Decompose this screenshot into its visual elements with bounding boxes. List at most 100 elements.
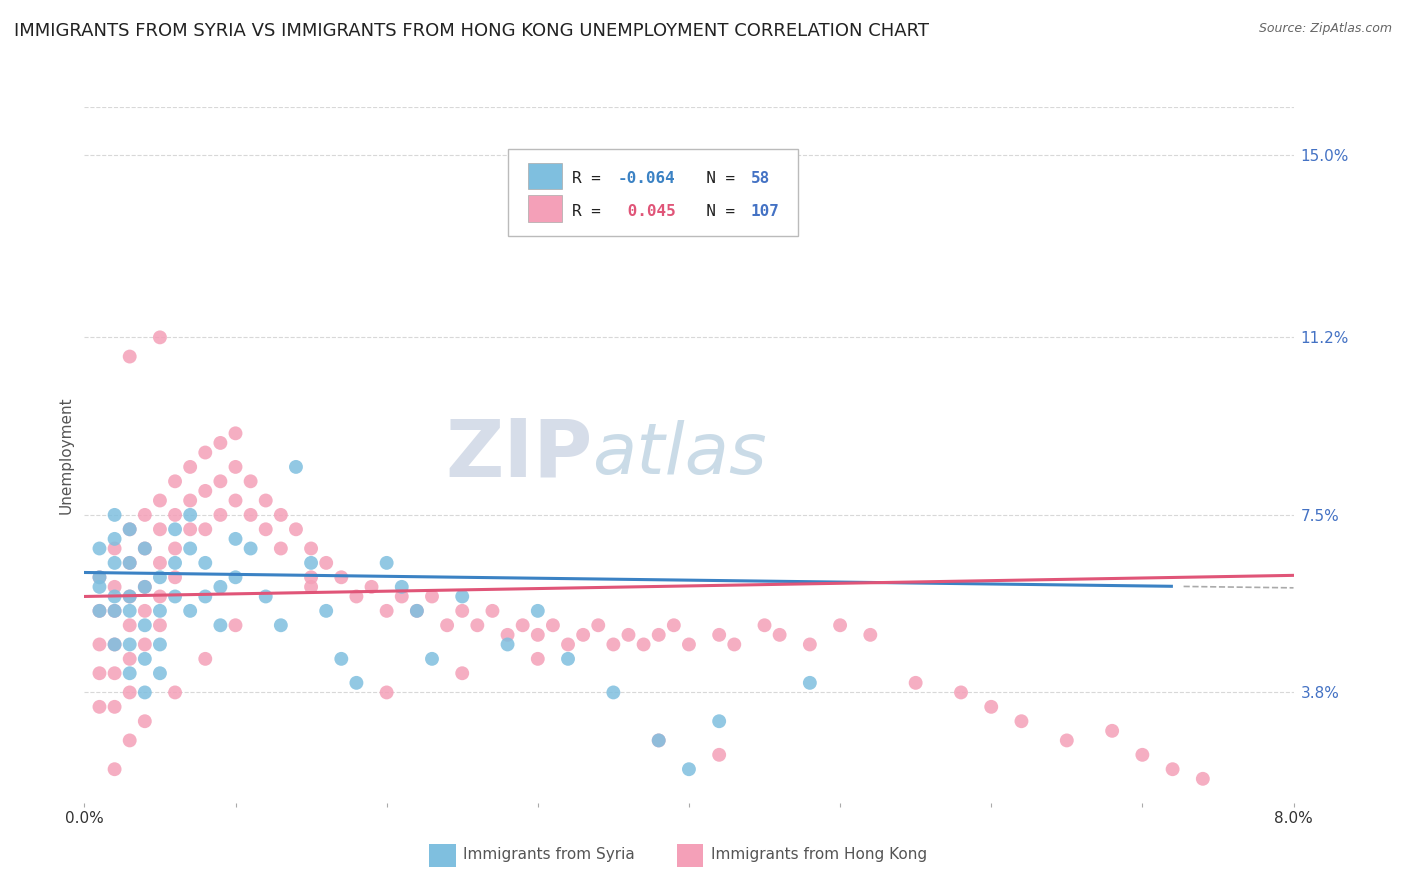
Point [904,676,927,690]
FancyBboxPatch shape [429,844,456,867]
Point [225,493,247,508]
Point [179,508,201,522]
Point [406,604,429,618]
Point [118,522,141,536]
Point [346,590,368,604]
Text: ZIP: ZIP [444,416,592,494]
Point [118,556,141,570]
Point [299,570,322,584]
Point [165,556,187,570]
Text: R =: R = [572,204,610,219]
Point [118,604,141,618]
Text: R =: R = [572,170,610,186]
Point [225,532,247,546]
Point [1056,733,1078,747]
Point [194,483,217,498]
Point [678,762,700,776]
Point [1192,772,1215,786]
Point [149,637,172,651]
Point [406,604,429,618]
Point [149,604,172,618]
Point [1161,762,1184,776]
Point [330,570,353,584]
Point [346,676,368,690]
Point [165,508,187,522]
Text: atlas: atlas [592,420,766,490]
Point [617,628,640,642]
Text: Source: ZipAtlas.com: Source: ZipAtlas.com [1258,22,1392,36]
Point [299,580,322,594]
Point [541,618,564,632]
Point [527,604,550,618]
Point [104,604,127,618]
Point [194,652,217,666]
Point [149,522,172,536]
Point [89,699,111,714]
Point [118,652,141,666]
Point [149,493,172,508]
Point [557,637,579,651]
Point [602,685,624,699]
Point [179,459,201,474]
FancyBboxPatch shape [508,149,797,235]
Point [134,508,156,522]
Point [179,604,201,618]
Point [165,541,187,556]
Text: N =: N = [686,170,744,186]
Point [709,628,731,642]
Point [723,637,745,651]
Point [165,685,187,699]
Point [134,685,156,699]
Point [89,570,111,584]
Point [104,541,127,556]
Point [118,685,141,699]
Point [769,628,792,642]
Point [391,590,413,604]
Point [512,618,534,632]
Point [209,475,232,489]
Point [104,580,127,594]
Point [375,604,398,618]
Point [104,637,127,651]
Point [1132,747,1154,762]
Point [165,475,187,489]
Point [149,618,172,632]
Point [299,556,322,570]
Point [179,541,201,556]
Point [118,556,141,570]
Point [118,733,141,747]
Point [270,508,292,522]
Point [588,618,610,632]
Point [647,733,671,747]
Point [633,637,655,651]
Point [1011,714,1033,729]
Point [118,590,141,604]
Point [104,637,127,651]
Point [254,493,277,508]
Point [165,590,187,604]
Text: 0.045: 0.045 [617,204,675,219]
Point [194,445,217,459]
Point [451,590,474,604]
Y-axis label: Unemployment: Unemployment [58,396,73,514]
Point [799,637,821,651]
Point [209,580,232,594]
Point [572,628,595,642]
Point [118,590,141,604]
Point [375,556,398,570]
Point [104,666,127,681]
Point [239,541,262,556]
Point [451,604,474,618]
Text: Immigrants from Syria: Immigrants from Syria [463,847,634,863]
Point [709,747,731,762]
Point [557,652,579,666]
Point [330,652,353,666]
Point [89,580,111,594]
Point [647,628,671,642]
Point [118,522,141,536]
Point [754,618,776,632]
Point [118,350,141,364]
Point [104,604,127,618]
Point [799,676,821,690]
Point [194,590,217,604]
